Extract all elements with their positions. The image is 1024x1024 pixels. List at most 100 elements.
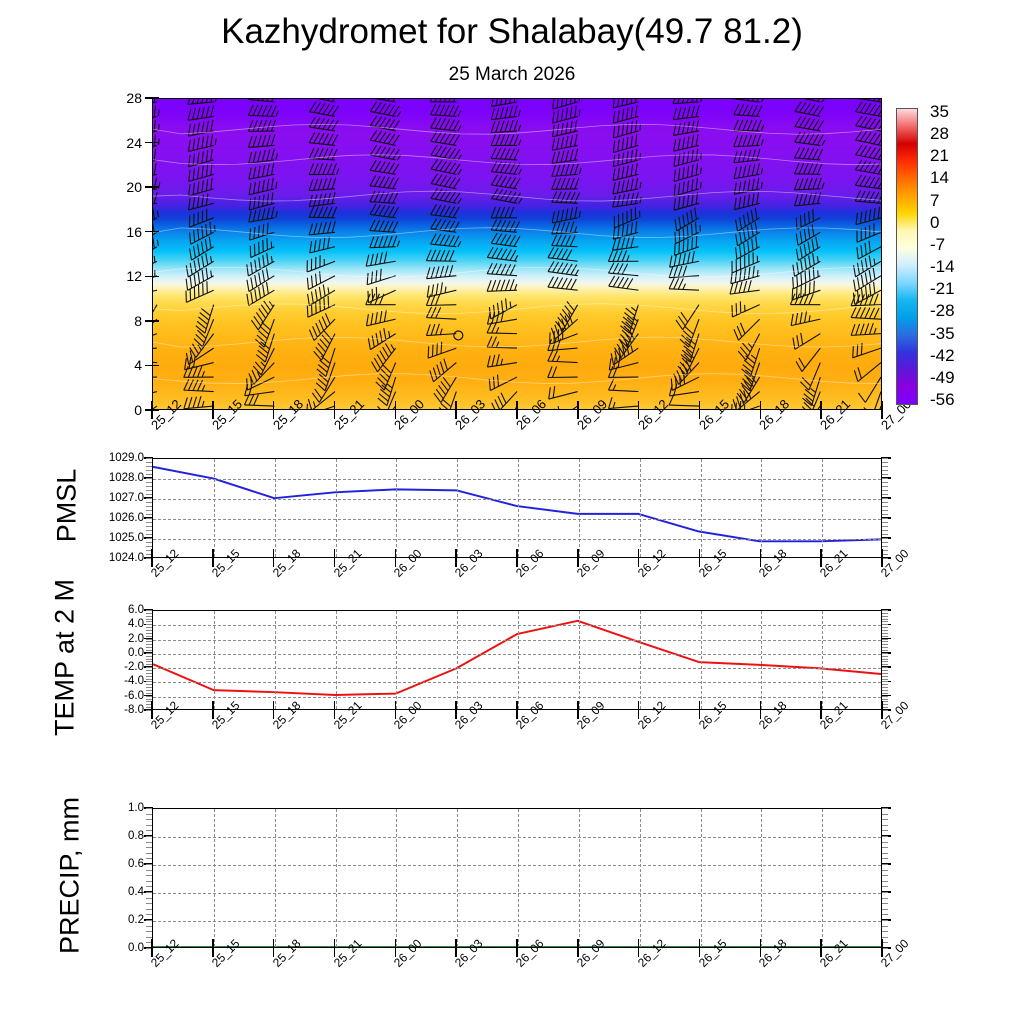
y-minor-tick	[146, 875, 152, 877]
x-tick-mark	[516, 401, 518, 419]
y-tick-label: 1.0	[128, 802, 144, 814]
grid-line-vertical	[457, 611, 459, 709]
y-minor-tick-right	[882, 841, 888, 843]
y-minor-tick-right	[882, 624, 888, 626]
x-tick-mark	[881, 401, 883, 419]
y-minor-tick	[146, 897, 152, 899]
x-tick-mark	[333, 401, 336, 419]
y-minor-tick	[146, 667, 152, 669]
y-minor-tick	[146, 658, 152, 660]
x-tick-mark	[577, 701, 579, 719]
y-minor-tick-right	[882, 903, 888, 905]
y-minor-tick-right	[882, 490, 888, 491]
x-tick-mark	[577, 549, 579, 567]
grid-line-vertical	[518, 459, 519, 557]
x-tick-mark	[577, 401, 579, 419]
colorbar-tick-label: 21	[930, 146, 949, 166]
x-tick-mark	[455, 401, 457, 419]
y-minor-tick-right	[882, 514, 888, 515]
x-tick-mark	[151, 701, 153, 719]
y-minor-tick	[146, 836, 152, 837]
grid-line-vertical	[335, 809, 337, 947]
y-minor-tick-right	[882, 506, 888, 507]
grid-line-vertical	[335, 459, 337, 557]
y-minor-tick	[146, 644, 152, 646]
grid-line-vertical	[457, 459, 459, 557]
y-minor-tick-right	[882, 635, 888, 637]
y-minor-tick-right	[882, 526, 888, 527]
x-tick-mark	[759, 701, 762, 719]
y-minor-tick-right	[882, 621, 888, 623]
y-minor-tick-right	[882, 486, 888, 487]
x-tick-mark	[333, 701, 336, 719]
y-minor-tick-right	[882, 655, 888, 657]
grid-line-vertical	[457, 809, 459, 947]
y-tick-label: 0.6	[128, 858, 144, 870]
y-minor-tick-right	[882, 502, 888, 503]
y-minor-tick-right	[882, 661, 888, 663]
grid-line-horizontal	[153, 682, 881, 684]
x-tick-mark	[394, 939, 397, 957]
y-minor-tick-right	[882, 925, 888, 927]
x-tick-mark	[272, 701, 275, 719]
y-tick-label: 2.0	[128, 632, 144, 645]
x-tick-mark	[151, 549, 153, 567]
grid-line-vertical	[578, 611, 580, 709]
grid-line-vertical	[396, 459, 398, 557]
y-minor-tick-right	[882, 710, 888, 711]
y-minor-tick-right	[882, 522, 888, 523]
y-minor-tick-right	[882, 672, 888, 674]
y-minor-tick	[146, 704, 152, 706]
y-minor-tick	[146, 624, 152, 626]
y-minor-tick	[146, 892, 152, 893]
y-minor-tick	[146, 670, 152, 671]
y-minor-tick	[146, 701, 152, 703]
y-minor-tick-right	[882, 681, 888, 683]
y-minor-tick	[146, 621, 152, 623]
grid-line-vertical	[274, 809, 276, 947]
y-minor-tick	[146, 675, 152, 677]
y-minor-tick-right	[882, 698, 888, 700]
x-tick-mark	[820, 401, 822, 419]
y-minor-tick	[146, 858, 152, 860]
grid-line-horizontal	[153, 499, 881, 500]
y-minor-tick-right	[882, 942, 888, 944]
y-minor-tick-right	[882, 931, 888, 933]
y-minor-tick	[146, 498, 152, 499]
grid-line-vertical	[639, 611, 641, 709]
y-minor-tick	[146, 903, 152, 905]
y-minor-tick	[146, 808, 152, 809]
grid-line-vertical	[578, 809, 580, 947]
y-minor-tick	[146, 869, 152, 871]
x-tick-mark	[637, 549, 640, 567]
y-minor-tick-right	[882, 658, 888, 660]
x-tick-mark	[759, 549, 762, 567]
y-minor-tick	[146, 687, 152, 689]
y-minor-tick	[146, 462, 152, 463]
colorbar-tick-label: -14	[930, 257, 955, 277]
y-minor-tick-right	[882, 466, 888, 467]
x-tick-mark	[455, 939, 457, 957]
y-minor-tick-right	[882, 534, 888, 535]
x-tick-mark	[698, 401, 701, 419]
y-minor-tick	[146, 914, 152, 916]
y-minor-tick-right	[882, 936, 888, 938]
y-tick-mark	[145, 364, 159, 367]
y-minor-tick-right	[882, 852, 888, 854]
grid-line-vertical	[761, 611, 763, 709]
colorbar-tick-label: -28	[930, 301, 955, 321]
y-minor-tick-right	[882, 864, 888, 865]
y-minor-tick-right	[882, 498, 888, 499]
y-minor-tick-right	[882, 819, 888, 821]
grid-line-vertical	[213, 809, 215, 947]
y-minor-tick	[146, 522, 152, 523]
y-minor-tick-right	[882, 948, 888, 949]
y-tick-label: -4.0	[124, 675, 144, 688]
y-minor-tick	[146, 698, 152, 700]
y-tick-label: -2.0	[124, 661, 144, 674]
x-tick-mark	[394, 549, 397, 567]
y-minor-tick	[146, 880, 152, 882]
x-tick-mark	[516, 701, 518, 719]
y-tick-label: 0.0	[128, 646, 144, 659]
